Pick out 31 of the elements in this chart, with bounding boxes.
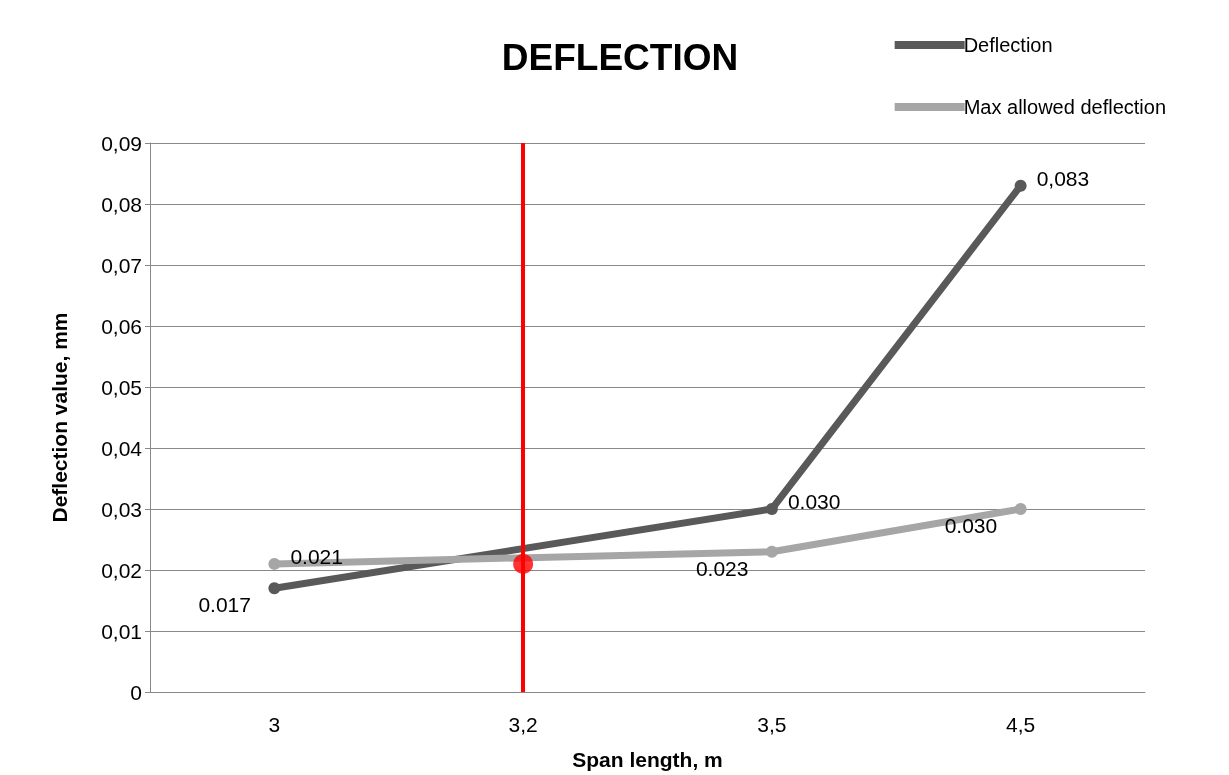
- y-tick-label: 0,02: [101, 558, 142, 582]
- data-label: 0.030: [944, 514, 998, 537]
- y-tick-label: 0,08: [101, 192, 142, 216]
- point: [268, 557, 281, 570]
- legend-label: Deflection: [963, 34, 1053, 56]
- point: [1014, 179, 1027, 192]
- point: [765, 503, 778, 515]
- x-tick-label: 4,5: [1006, 713, 1036, 736]
- x-axis-title: Span length, m: [572, 748, 723, 771]
- y-tick-label: 0,06: [101, 314, 142, 338]
- data-label: 0.021: [290, 544, 343, 568]
- y-axis-title: Deflection value, mm: [48, 312, 71, 523]
- chart-title: DEFLECTION: [501, 37, 739, 78]
- x-tick-label: 3,2: [508, 713, 538, 736]
- y-tick-label: 0,09: [101, 131, 142, 155]
- point: [268, 582, 281, 595]
- y-tick-label: 0,03: [101, 497, 142, 521]
- y-tick-label: 0,01: [101, 619, 142, 643]
- x-tick-label: 3,5: [757, 713, 787, 736]
- y-tick-label: 0: [130, 680, 142, 704]
- data-label: 0.017: [198, 593, 251, 617]
- y-tick-label: 0,05: [101, 375, 142, 399]
- y-tick-label: 0,07: [101, 253, 142, 277]
- point: [1014, 503, 1027, 515]
- x-tick-label: 3: [268, 713, 281, 736]
- legend-label: Max allowed deflection: [963, 96, 1167, 118]
- point: [765, 545, 778, 558]
- data-label: 0,083: [1036, 166, 1090, 190]
- data-label: 0.030: [787, 490, 841, 513]
- data-label: 0.023: [695, 556, 749, 580]
- y-tick-label: 0,04: [101, 436, 143, 460]
